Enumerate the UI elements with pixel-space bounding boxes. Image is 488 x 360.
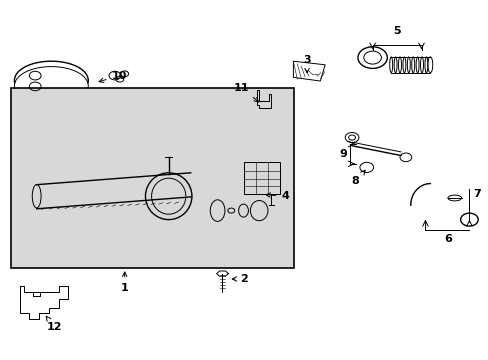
- Text: 1: 1: [121, 272, 128, 293]
- Text: 4: 4: [265, 191, 288, 201]
- Bar: [244, 162, 279, 194]
- Text: 10: 10: [99, 71, 126, 82]
- Text: 3: 3: [303, 55, 310, 73]
- Text: 12: 12: [46, 316, 62, 332]
- Text: 9: 9: [339, 149, 346, 159]
- FancyBboxPatch shape: [11, 88, 294, 268]
- Text: 2: 2: [232, 274, 248, 284]
- Text: 8: 8: [351, 170, 365, 186]
- Text: 7: 7: [472, 189, 480, 199]
- Text: 5: 5: [392, 26, 400, 36]
- Text: 11: 11: [233, 83, 258, 102]
- Text: 6: 6: [443, 234, 451, 244]
